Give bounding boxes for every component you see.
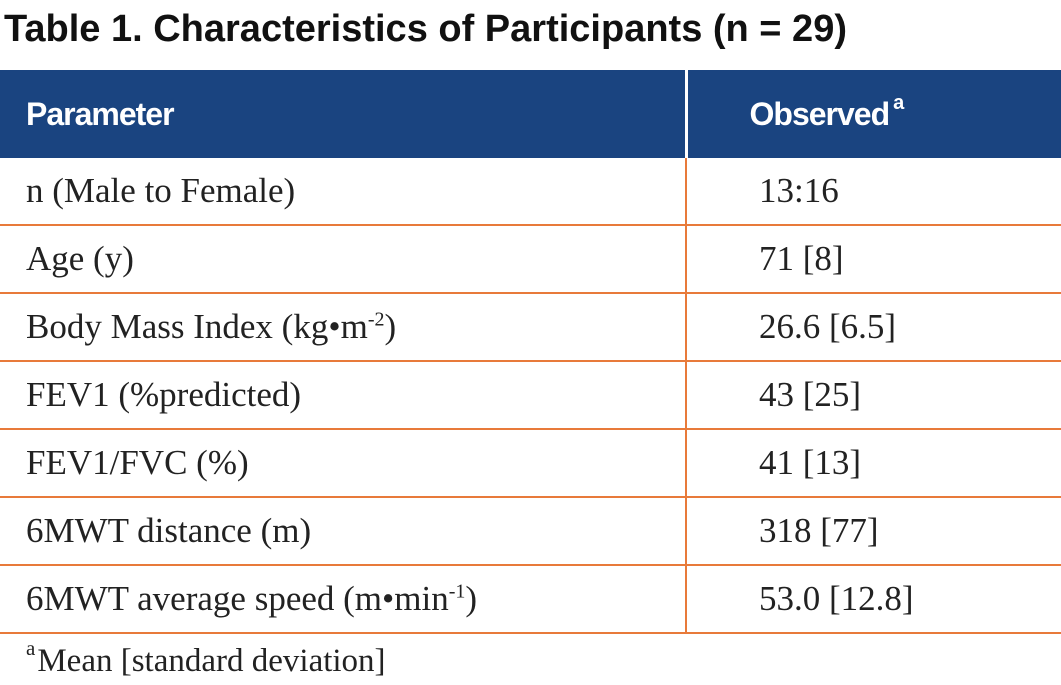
table-row: Age (y) 71 [8]	[0, 225, 1061, 294]
characteristics-table: Parameter Observed a n (Male to Female) 1…	[0, 70, 1061, 634]
row-observed: 53.0 [12.8]	[685, 565, 1061, 634]
row-parameter-text-end: )	[465, 579, 478, 618]
row-parameter-superscript: -1	[448, 580, 466, 603]
row-observed: 318 [77]	[685, 497, 1061, 566]
data-table: Parameter Observed a n (Male to Female) 1…	[0, 70, 1061, 634]
row-parameter-superscript: -2	[367, 308, 385, 331]
table-row: FEV1 (%predicted) 43 [25]	[0, 361, 1061, 430]
row-parameter: 6MWT average speed (m•min-1)	[0, 565, 686, 634]
footnote-marker: a	[26, 636, 36, 660]
column-header-observed-label: Observed	[749, 95, 891, 132]
table-row: n (Male to Female) 13:16	[0, 158, 1061, 226]
row-parameter-text: Body Mass Index (kg•m	[26, 307, 368, 346]
row-parameter: FEV1/FVC (%)	[0, 429, 686, 498]
table-row: Body Mass Index (kg•m-2) 26.6 [6.5]	[0, 293, 1061, 362]
table-row: FEV1/FVC (%) 41 [13]	[0, 429, 1061, 498]
row-observed: 26.6 [6.5]	[685, 293, 1061, 362]
row-parameter-text: 6MWT average speed (m•min	[26, 579, 449, 618]
row-observed: 43 [25]	[685, 361, 1061, 430]
column-header-observed: Observed a	[684, 70, 1061, 158]
row-parameter: Age (y)	[0, 225, 686, 294]
row-parameter: 6MWT distance (m)	[0, 497, 686, 566]
header-row: Parameter Observed a	[0, 70, 1061, 158]
table-title: Table 1. Characteristics of Participants…	[4, 8, 847, 50]
footnote-marker: a	[893, 91, 904, 114]
row-parameter: FEV1 (%predicted)	[0, 361, 686, 430]
row-observed: 13:16	[685, 158, 1061, 226]
table-row: 6MWT distance (m) 318 [77]	[0, 497, 1061, 566]
column-header-parameter-label: Parameter	[26, 95, 175, 132]
row-parameter: n (Male to Female)	[0, 158, 686, 226]
column-header-parameter: Parameter	[0, 70, 686, 158]
table-footnote: aMean [standard deviation]	[26, 636, 386, 680]
row-parameter-text-end: )	[384, 307, 397, 346]
row-parameter: Body Mass Index (kg•m-2)	[0, 293, 686, 362]
row-observed: 71 [8]	[685, 225, 1061, 294]
row-observed: 41 [13]	[685, 429, 1061, 498]
footnote-text: Mean [standard deviation]	[37, 643, 386, 679]
table-row: 6MWT average speed (m•min-1) 53.0 [12.8]	[0, 565, 1061, 634]
